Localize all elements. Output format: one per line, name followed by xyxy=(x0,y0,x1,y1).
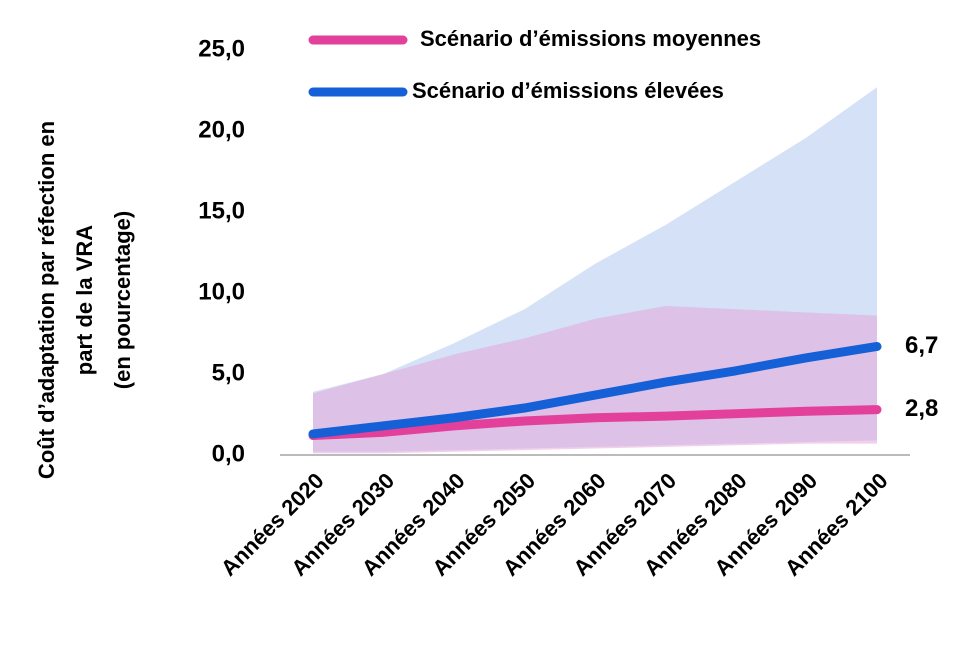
y-tick-label: 15,0 xyxy=(198,197,245,224)
y-tick-label: 20,0 xyxy=(198,116,245,143)
value-label: 6,7 xyxy=(905,332,938,359)
legend-label: Scénario d’émissions élevées xyxy=(412,78,724,103)
y-tick-label: 5,0 xyxy=(212,359,245,386)
line xyxy=(308,341,882,439)
y-axis-title: part de la VRA xyxy=(72,225,97,375)
y-tick-label: 10,0 xyxy=(198,278,245,305)
value-label: 2,8 xyxy=(905,395,938,422)
y-axis-title: Coût d’adaptation par réfection en xyxy=(34,121,59,479)
y-axis-title: (en pourcentage) xyxy=(110,211,135,389)
legend-label: Scénario d’émissions moyennes xyxy=(420,26,761,51)
line xyxy=(308,405,882,441)
y-tick-label: 0,0 xyxy=(212,440,245,467)
y-tick-label: 25,0 xyxy=(198,35,245,62)
